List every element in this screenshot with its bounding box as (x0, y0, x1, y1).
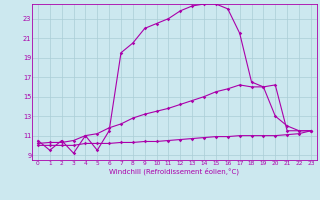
X-axis label: Windchill (Refroidissement éolien,°C): Windchill (Refroidissement éolien,°C) (109, 167, 239, 175)
